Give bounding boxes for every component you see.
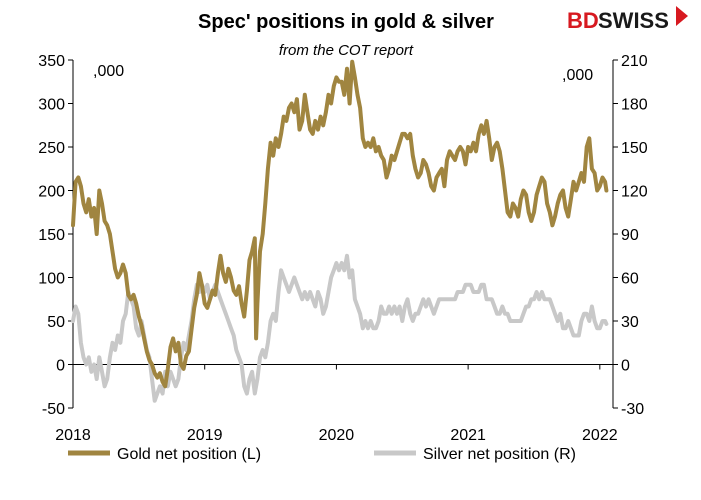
left-tick-label: 100 bbox=[38, 271, 65, 288]
left-tick-label: 150 bbox=[38, 227, 65, 244]
brand-logo-mark-icon bbox=[676, 6, 688, 26]
x-tick-label: 2019 bbox=[187, 427, 223, 444]
right-tick-label: 180 bbox=[621, 97, 648, 114]
x-tick-label: 2021 bbox=[450, 427, 486, 444]
chart-subtitle: from the COT report bbox=[279, 42, 414, 59]
brand-logo-part1: BD bbox=[567, 8, 599, 33]
x-tick-label: 2018 bbox=[55, 427, 91, 444]
left-tick-label: 50 bbox=[47, 314, 65, 331]
legend: Gold net position (L) Silver net positio… bbox=[68, 446, 576, 463]
brand-logo: BD SWISS bbox=[567, 6, 688, 33]
tick-labels: -50 0 50 100 150 200 250 300 350 -30 0 30 60 90 120 150… bbox=[38, 53, 648, 444]
axes bbox=[68, 59, 618, 409]
left-tick-label: -50 bbox=[42, 401, 65, 418]
right-tick-label: 120 bbox=[621, 184, 648, 201]
left-tick-label: 200 bbox=[38, 184, 65, 201]
x-tick-label: 2020 bbox=[319, 427, 355, 444]
silver-series-line bbox=[71, 253, 609, 403]
chart-title: Spec' positions in gold & silver bbox=[198, 11, 494, 33]
right-tick-label: -30 bbox=[621, 401, 644, 418]
right-tick-label: 30 bbox=[621, 314, 639, 331]
left-tick-label: 0 bbox=[56, 358, 65, 375]
right-tick-label: 90 bbox=[621, 227, 639, 244]
left-tick-label: 250 bbox=[38, 140, 65, 157]
legend-label-gold: Gold net position (L) bbox=[117, 446, 261, 463]
right-tick-label: 60 bbox=[621, 271, 639, 288]
gold-series-line bbox=[71, 59, 609, 389]
brand-logo-part2: SWISS bbox=[598, 8, 669, 33]
series-group bbox=[71, 59, 609, 403]
left-tick-label: 300 bbox=[38, 97, 65, 114]
left-axis-unit: ,000 bbox=[93, 63, 124, 80]
x-tick-label: 2022 bbox=[582, 427, 618, 444]
right-axis-unit: ,000 bbox=[562, 67, 593, 84]
legend-label-silver: Silver net position (R) bbox=[423, 446, 576, 463]
left-tick-label: 350 bbox=[38, 53, 65, 70]
right-tick-label: 210 bbox=[621, 53, 648, 70]
right-tick-label: 150 bbox=[621, 140, 648, 157]
right-tick-label: 0 bbox=[621, 358, 630, 375]
